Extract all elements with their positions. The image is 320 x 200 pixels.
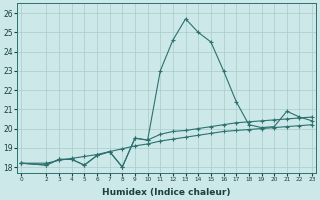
X-axis label: Humidex (Indice chaleur): Humidex (Indice chaleur) [102, 188, 231, 197]
